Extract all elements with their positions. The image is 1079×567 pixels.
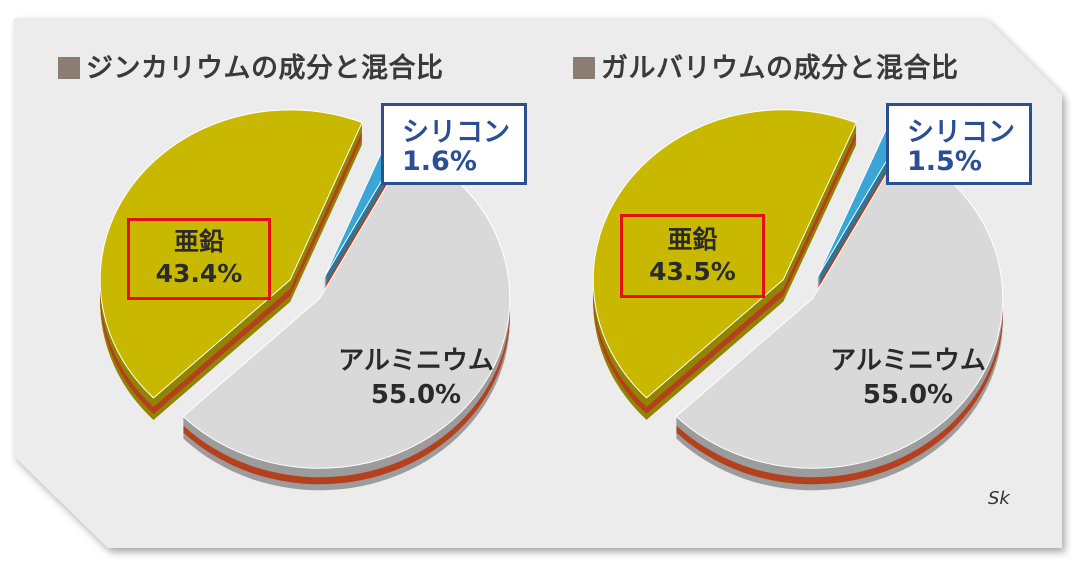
chart1-zinc-value: 43.4% [155,259,243,288]
chart2-title: ガルバリウムの成分と混合比 [573,46,959,85]
chart2-zinc-name: 亜鉛 [667,225,718,254]
chart1-title-text: ジンカリウムの成分と混合比 [86,53,444,84]
chart2-zinc-value: 43.5% [649,257,736,286]
chart1-aluminium-label: アルミニウム 55.0% [316,344,516,412]
chart1-slice-2 [182,147,511,469]
title-square-icon [58,57,80,79]
chart1-silicon-label: シリコン [402,117,510,148]
chart2-slice-0 [592,109,857,399]
chart1-aluminium-value: 55.0% [370,380,462,410]
title-square-icon [573,57,595,79]
signature: Sk [988,488,1010,509]
chart1-silicon-value: 1.6% [402,146,477,177]
chart1-zinc-label: 亜鉛 43.4% [127,226,271,290]
chart2-title-text: ガルバリウムの成分と混合比 [601,53,959,84]
chart2-silicon-label: シリコン [907,117,1015,148]
chart1-slice-0 [99,109,363,399]
chart1-zinc-highlight-box [127,218,271,300]
chart1-zinc-name: 亜鉛 [173,227,224,256]
chart2-aluminium-value: 55.0% [862,380,954,410]
chart2-aluminium-name: アルミニウム [830,346,986,376]
chart2-slice-2 [675,147,1004,469]
chart1-aluminium-name: アルミニウム [338,346,494,376]
chart1-silicon-callout: シリコン 1.6% [381,103,527,185]
chart2-zinc-label: 亜鉛 43.5% [620,224,765,288]
chart2-aluminium-label: アルミニウム 55.0% [808,344,1008,412]
chart2-zinc-highlight-box [620,214,765,298]
chart2-silicon-callout: シリコン 1.5% [886,103,1032,185]
chart2-silicon-value: 1.5% [907,146,982,177]
chart1-title: ジンカリウムの成分と混合比 [58,46,444,85]
